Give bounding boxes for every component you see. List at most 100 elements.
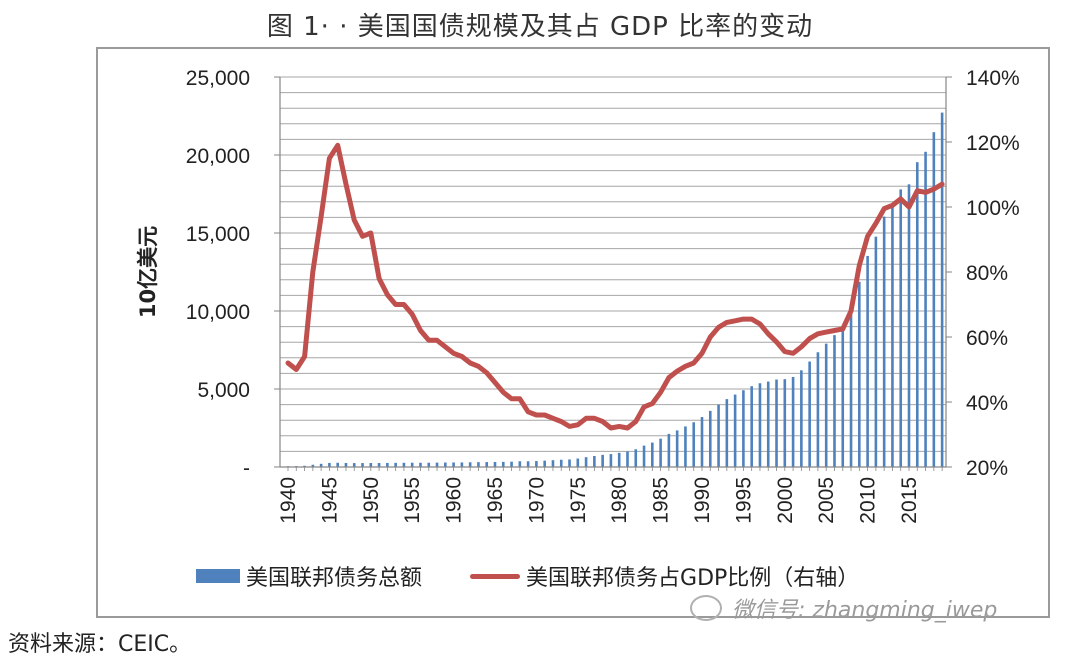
x-tick-label: 2015 xyxy=(898,477,921,524)
bar xyxy=(758,383,762,467)
figure-title: 图 1· · 美国国债规模及其占 GDP 比率的变动 xyxy=(266,12,814,42)
bar xyxy=(866,255,869,467)
bar xyxy=(783,379,787,467)
bar xyxy=(444,462,447,467)
x-tick-label: 1970 xyxy=(525,477,548,524)
bar xyxy=(319,463,323,467)
bar xyxy=(452,462,455,467)
bar xyxy=(733,394,737,467)
bar xyxy=(402,462,406,467)
bar xyxy=(477,462,480,467)
x-tick-label: 1980 xyxy=(608,477,631,524)
bar xyxy=(435,462,439,467)
right-tick-label: 140% xyxy=(966,67,1020,90)
x-tick-label: 2010 xyxy=(857,477,880,524)
bar xyxy=(344,462,348,467)
x-tick-label: 1960 xyxy=(443,477,466,524)
wechat-icon xyxy=(690,595,722,621)
legend-swatch-bar xyxy=(196,569,240,583)
bar xyxy=(816,352,820,467)
bar xyxy=(800,370,803,467)
bar xyxy=(651,442,654,467)
bar xyxy=(824,343,828,467)
bar xyxy=(642,445,646,467)
bar xyxy=(427,462,431,467)
bar xyxy=(419,462,422,467)
bar xyxy=(526,461,530,467)
right-tick-label: 20% xyxy=(966,457,1008,480)
bar xyxy=(352,463,356,467)
bar xyxy=(584,457,588,467)
bar xyxy=(692,422,696,467)
bar xyxy=(626,451,629,467)
bar xyxy=(485,462,489,467)
bar xyxy=(874,236,878,467)
bar xyxy=(576,458,580,467)
bar xyxy=(460,462,464,467)
bar xyxy=(535,461,538,467)
gridlines xyxy=(280,76,946,452)
x-tick-label: 1990 xyxy=(691,477,714,524)
bar xyxy=(932,132,936,467)
bar xyxy=(791,376,795,467)
bar xyxy=(510,461,513,467)
left-tick-label: 15,000 xyxy=(186,223,250,246)
bar xyxy=(394,462,397,467)
bar xyxy=(559,459,563,467)
bar xyxy=(328,462,331,467)
bar xyxy=(303,465,306,467)
x-tick-label: 1940 xyxy=(277,477,300,524)
legend-label-line: 美国联邦债务占GDP比例（右轴） xyxy=(526,566,860,591)
left-tick-label: 25,000 xyxy=(186,67,250,90)
bar xyxy=(833,335,836,467)
bar xyxy=(377,463,381,467)
bar xyxy=(609,454,613,467)
bar xyxy=(708,410,712,467)
bar xyxy=(634,449,638,467)
bar xyxy=(659,438,662,467)
x-tick-label: 1965 xyxy=(484,477,507,524)
bar xyxy=(808,361,811,467)
x-tick-label: 1950 xyxy=(360,477,383,524)
bar xyxy=(410,462,414,467)
x-tick-label: 1945 xyxy=(318,477,341,524)
legend-item-bar: 美国联邦债务总额 xyxy=(196,560,422,592)
x-tick-label: 2005 xyxy=(815,477,838,524)
watermark-text: 微信号: zhangming_iwep xyxy=(732,598,998,623)
bar xyxy=(568,459,571,467)
bar xyxy=(849,311,853,467)
right-tick-label: 120% xyxy=(966,132,1020,155)
debt-gdp-line xyxy=(285,142,945,431)
right-tick-label: 60% xyxy=(966,327,1008,350)
bar xyxy=(543,460,546,467)
axes xyxy=(274,76,952,471)
bar xyxy=(717,404,720,467)
bar xyxy=(493,461,497,467)
bar xyxy=(915,162,919,468)
right-tick-label: 100% xyxy=(966,197,1020,220)
bar xyxy=(501,461,505,467)
bar xyxy=(841,327,845,467)
bar xyxy=(725,399,729,467)
bar xyxy=(882,216,886,467)
left-tick-label: 10,000 xyxy=(186,301,250,324)
source-note: 资料来源：CEIC。 xyxy=(8,632,192,657)
bar xyxy=(924,151,927,467)
bar-series xyxy=(286,112,944,468)
bar xyxy=(593,455,596,467)
x-tick-label: 1985 xyxy=(650,477,673,524)
bar xyxy=(667,433,671,467)
bar xyxy=(750,386,753,467)
tick-labels: - 5,000 10,000 15,000 20,000 25,000 20% 40% 60% 8… xyxy=(186,67,1020,524)
left-tick-label: 20,000 xyxy=(186,145,250,168)
bar xyxy=(386,462,389,467)
bar xyxy=(551,460,555,467)
bar xyxy=(617,452,621,467)
bar xyxy=(601,454,604,467)
bar xyxy=(891,206,894,467)
bar xyxy=(468,462,472,467)
bar xyxy=(369,462,373,467)
bar xyxy=(907,184,911,467)
bar xyxy=(336,462,339,467)
